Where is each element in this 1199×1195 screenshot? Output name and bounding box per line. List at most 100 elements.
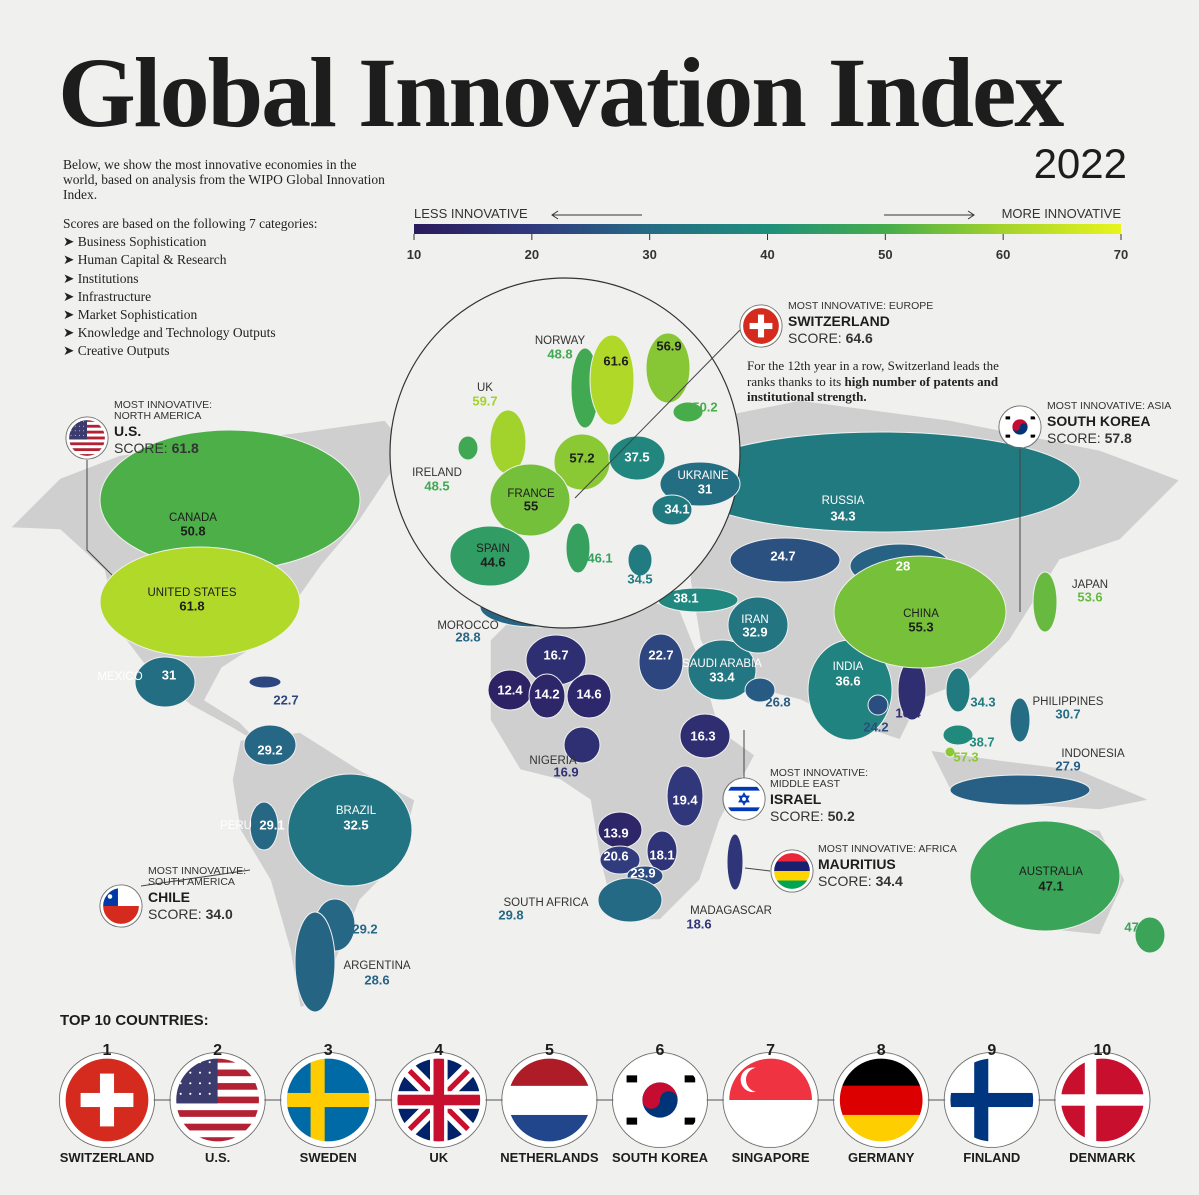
score-label: SCORE: (1047, 430, 1101, 446)
flag-outline (943, 1051, 1040, 1149)
legend-tick-label: 70 (1114, 247, 1128, 262)
score-label: SCORE: (770, 808, 824, 824)
country-score: 55 (524, 498, 538, 513)
flag-outline (58, 1051, 156, 1149)
flag-ring (723, 778, 765, 820)
top10-name: GERMANY (848, 1150, 915, 1165)
country (589, 334, 635, 426)
flag-outline (611, 1051, 709, 1149)
legend-arrow (551, 210, 642, 220)
country-name: AUSTRALIA (1019, 866, 1083, 878)
country (726, 833, 744, 891)
country-score: 48.5 (424, 478, 449, 493)
country-name: SOUTH AFRICA (504, 897, 589, 909)
flag-part (208, 1071, 211, 1074)
country-name: FRANCE (507, 488, 555, 500)
country-score: 16.3 (690, 728, 715, 743)
score-label: SCORE: (148, 906, 202, 922)
legend-tick-label: 30 (642, 247, 656, 262)
flag-part (173, 1103, 262, 1111)
country (134, 656, 196, 708)
flag-part (725, 786, 763, 791)
flag-part (68, 451, 106, 455)
country-name: INDONESIA (1061, 748, 1125, 760)
flag-part (1030, 434, 1036, 438)
country-score: 24.2 (863, 719, 888, 734)
flag-part (726, 1100, 815, 1144)
country-score: 36.6 (835, 673, 860, 688)
country-name: BRAZIL (336, 805, 377, 817)
intro: Below, we show the most innovative econo… (63, 157, 385, 202)
flag-outline (722, 777, 766, 821)
country (659, 461, 741, 507)
flag-part (68, 454, 106, 457)
country-score: 46.1 (587, 550, 612, 565)
flag-ring (1055, 1053, 1150, 1147)
flag-part (78, 430, 80, 432)
country (942, 724, 974, 746)
country (608, 435, 666, 481)
callout-country: SOUTH KOREA (1047, 413, 1150, 429)
flag-part (83, 421, 85, 423)
top10-name: UK (429, 1150, 448, 1165)
score-label: SCORE: (114, 440, 168, 456)
flag-part (107, 894, 113, 899)
flag-part (208, 1082, 211, 1085)
flag-part (179, 1061, 182, 1064)
top10-name: SWITZERLAND (60, 1150, 155, 1165)
country (566, 673, 612, 719)
flag-part (102, 906, 140, 925)
flag-part (173, 1110, 262, 1117)
country (646, 830, 678, 872)
callout-line (574, 329, 741, 499)
country (489, 409, 527, 475)
callout-heading: MOST INNOVATIVE: AFRICA (818, 843, 957, 855)
country (666, 765, 704, 827)
callout-country: ISRAEL (770, 791, 822, 807)
country-score: 34.1 (664, 501, 689, 516)
flag-outline (722, 1051, 819, 1149)
country (969, 820, 1121, 932)
top10-name: U.S. (205, 1150, 230, 1165)
flag-ring (392, 1053, 486, 1147)
country-score: 26.8 (765, 694, 790, 709)
country-score: 53.6 (1077, 589, 1102, 604)
country-score: 38.1 (673, 590, 698, 605)
category: Human Capital & Research (63, 251, 403, 269)
flag-part (78, 425, 80, 427)
category: Institutions (63, 270, 403, 288)
legend-arrow (884, 210, 975, 220)
callout-heading: MOST INNOVATIVE: (770, 767, 868, 779)
flag-part (660, 1091, 678, 1109)
flag-part (179, 1092, 182, 1095)
flag-outline (169, 1051, 266, 1149)
flag-ring (66, 417, 108, 459)
country (638, 633, 684, 691)
country (651, 494, 693, 526)
country (563, 726, 601, 764)
country-score: 38.7 (969, 734, 994, 749)
country-name: NORWAY (535, 335, 586, 347)
flag-part (70, 434, 72, 436)
rank: 5 (545, 1042, 554, 1059)
legend-tick-label: 60 (996, 247, 1010, 262)
flag-part (70, 421, 72, 423)
flag-part (74, 430, 76, 432)
country (1009, 697, 1031, 743)
rank: 6 (656, 1042, 665, 1059)
country-score: 32.9 (742, 624, 767, 639)
flag-ring (771, 850, 813, 892)
country-score: 50.8 (180, 523, 205, 538)
flag-part (1005, 416, 1011, 420)
flag-part (83, 434, 85, 436)
flag-part (68, 442, 106, 446)
score-value: 34.0 (206, 906, 233, 922)
country (833, 555, 1007, 669)
callout-line (140, 869, 251, 887)
flag-part (684, 1117, 696, 1125)
country-score: 47.2 (1124, 919, 1149, 934)
country-name: PERU (220, 820, 252, 832)
country-layer (99, 429, 1166, 1013)
country-name: JAPAN (1072, 579, 1108, 591)
